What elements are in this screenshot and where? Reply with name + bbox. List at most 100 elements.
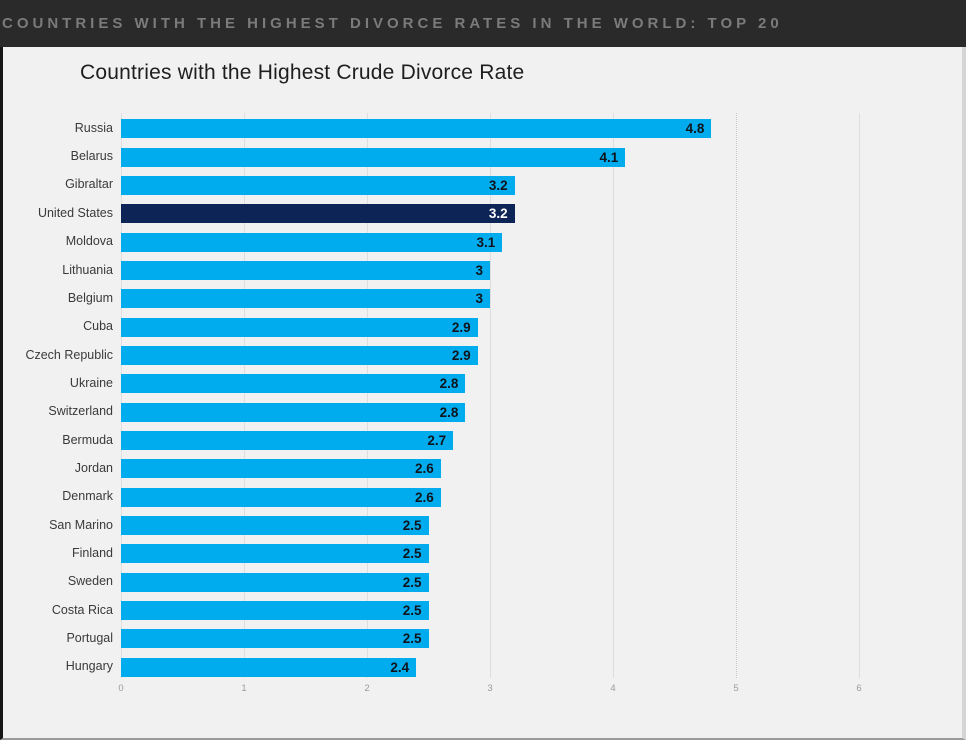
value-label: 3.2 <box>488 206 508 222</box>
bar-row: Jordan 2.6 <box>3 455 859 483</box>
bar[interactable]: 2.8 <box>121 374 466 394</box>
bar-row: Gibraltar 3.2 <box>3 171 859 199</box>
value-label: 3 <box>475 291 483 307</box>
value-label: 2.5 <box>402 574 422 590</box>
bar-row: Switzerland 2.8 <box>3 398 859 426</box>
bar-row: Bermuda 2.7 <box>3 426 859 454</box>
bar[interactable]: 2.9 <box>121 317 478 337</box>
bar[interactable]: 2.5 <box>121 629 429 649</box>
value-label: 2.4 <box>390 659 410 675</box>
x-axis-tick-label: 3 <box>487 683 493 694</box>
bar-track: 3.1 <box>121 232 859 252</box>
x-axis-tick-label: 0 <box>118 683 124 694</box>
bar[interactable]: 3.2 <box>121 175 515 195</box>
value-label: 3.2 <box>488 177 508 193</box>
gridline-1 <box>244 113 245 678</box>
value-label: 2.5 <box>402 631 422 647</box>
bar-row: Hungary 2.4 <box>3 653 859 681</box>
bar[interactable]: 2.7 <box>121 430 454 450</box>
value-label: 2.5 <box>402 517 422 533</box>
value-label: 2.6 <box>415 461 434 477</box>
bar[interactable]: 2.4 <box>121 657 417 677</box>
bar-rows: Russia 4.8 Belarus 4.1 Gibraltar 3.2 United St… <box>3 115 859 682</box>
gridline-3 <box>490 113 491 678</box>
bar-row: San Marino 2.5 <box>3 511 859 539</box>
bar-row: Ukraine 2.8 <box>3 370 859 398</box>
category-label: Moldova <box>65 234 113 249</box>
bar-track: 2.5 <box>121 572 859 592</box>
bar-track: 2.5 <box>121 601 859 621</box>
bar[interactable]: 2.5 <box>121 572 429 592</box>
value-label: 2.5 <box>402 546 422 562</box>
category-label: Cuba <box>83 319 113 334</box>
bar-highlighted[interactable]: 3.2 <box>121 204 515 224</box>
value-label: 3.1 <box>476 234 496 250</box>
category-label: San Marino <box>49 517 113 532</box>
bar-track: 2.5 <box>121 629 859 649</box>
category-label: Sweden <box>67 574 113 589</box>
category-label: Belgium <box>67 290 113 305</box>
bar-track: 2.8 <box>121 374 859 394</box>
bar-track: 2.6 <box>121 459 859 479</box>
category-label: Costa Rica <box>51 602 113 617</box>
bar-row: United States 3.2 <box>3 200 859 228</box>
gridline-4 <box>613 113 614 678</box>
value-label: 2.7 <box>427 432 447 448</box>
bar-track: 2.8 <box>121 402 859 422</box>
bar[interactable]: 2.5 <box>121 544 429 564</box>
category-label: Russia <box>74 120 113 135</box>
bar-row: Finland 2.5 <box>3 540 859 568</box>
bar[interactable]: 2.6 <box>121 459 441 479</box>
bar-track: 2.4 <box>121 657 859 677</box>
x-axis-tick-label: 1 <box>241 683 247 694</box>
category-label: Portugal <box>66 630 113 645</box>
bar-track: 3 <box>121 289 859 309</box>
gridline-5 <box>736 113 737 678</box>
gridline-6 <box>859 113 860 678</box>
bar-track: 2.9 <box>121 317 859 337</box>
bar-row: Cuba 2.9 <box>3 313 859 341</box>
bar-track: 3.2 <box>121 175 859 195</box>
value-label: 2.9 <box>451 319 471 335</box>
bar[interactable]: 2.5 <box>121 515 429 535</box>
bar[interactable]: 2.8 <box>121 402 466 422</box>
bar[interactable]: 2.9 <box>121 345 478 365</box>
value-label: 2.6 <box>415 489 434 505</box>
bar[interactable]: 3.1 <box>121 232 503 252</box>
chart-card: Countries with the Highest Crude Divorce… <box>0 47 966 740</box>
bar-track: 4.1 <box>121 147 859 167</box>
page-header: COUNTRIES WITH THE HIGHEST DIVORCE RATES… <box>0 0 966 47</box>
bar-row: Belarus 4.1 <box>3 143 859 171</box>
bar-row: Belgium 3 <box>3 285 859 313</box>
bar-track: 3 <box>121 260 859 280</box>
bar[interactable]: 4.8 <box>121 119 712 139</box>
category-label: Switzerland <box>48 404 113 419</box>
bar[interactable]: 3 <box>121 260 490 280</box>
category-label: Hungary <box>65 659 113 674</box>
bar[interactable]: 2.6 <box>121 487 441 507</box>
bar-track: 2.9 <box>121 345 859 365</box>
category-label: United States <box>37 205 113 220</box>
value-label: 3 <box>475 262 483 278</box>
bar-row: Sweden 2.5 <box>3 568 859 596</box>
bar[interactable]: 3 <box>121 289 490 309</box>
bar-row: Portugal 2.5 <box>3 625 859 653</box>
category-label: Denmark <box>62 489 113 504</box>
category-label: Lithuania <box>62 262 113 277</box>
bar-track: 2.5 <box>121 515 859 535</box>
x-axis-tick-label: 6 <box>856 683 862 694</box>
bar[interactable]: 4.1 <box>121 147 626 167</box>
x-axis-tick-label: 2 <box>364 683 370 694</box>
value-label: 4.8 <box>685 121 705 137</box>
page-header-title: COUNTRIES WITH THE HIGHEST DIVORCE RATES… <box>2 15 783 32</box>
bar-row: Costa Rica 2.5 <box>3 596 859 624</box>
value-label: 2.8 <box>439 376 459 392</box>
bar-row: Russia 4.8 <box>3 115 859 143</box>
bar-track: 4.8 <box>121 119 859 139</box>
gridline-0 <box>121 113 122 678</box>
gridlines <box>121 113 861 678</box>
chart-title: Countries with the Highest Crude Divorce… <box>80 61 525 84</box>
bar-track: 2.6 <box>121 487 859 507</box>
value-label: 2.5 <box>402 603 422 619</box>
bar[interactable]: 2.5 <box>121 601 429 621</box>
